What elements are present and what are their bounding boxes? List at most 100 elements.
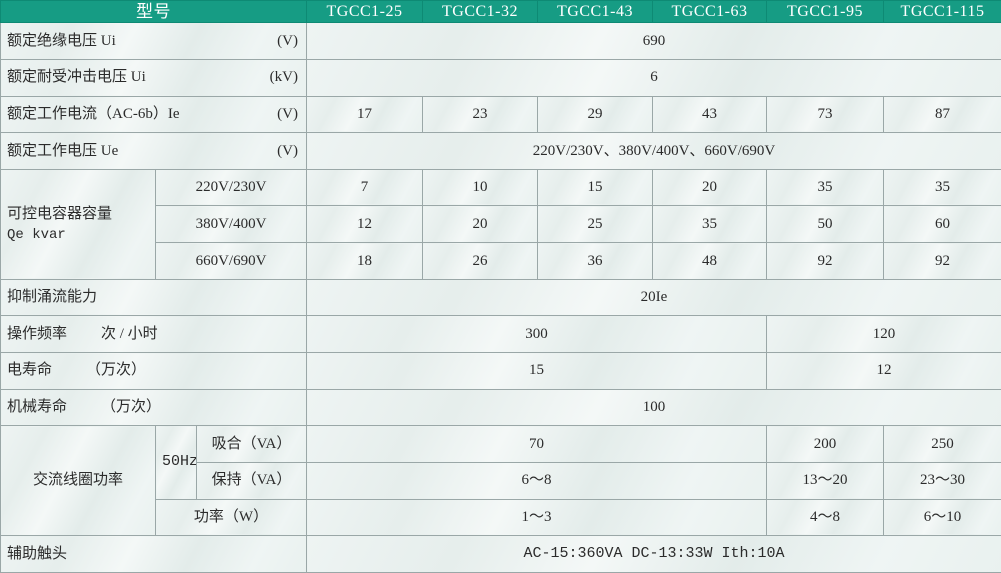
label-mechanical-life-unit: （万次） xyxy=(101,399,162,416)
label-working-current-text: 额定工作电流（AC-6b）Ie xyxy=(7,105,180,122)
label-insulation-voltage-unit: (V) xyxy=(277,32,298,49)
row-coil-power-pickup: 交流线圈功率 50Hz 吸合（VA） 70 200 250 xyxy=(0,425,1001,537)
label-mechanical-life-text: 机械寿命 xyxy=(7,399,68,416)
label-operating-frequency-unit: 次 / 小时 xyxy=(101,325,158,342)
row-operating-frequency: 操作频率 次 / 小时 300 120 xyxy=(0,315,1001,354)
value-working-voltage: 220V/230V、380V/400V、660V/690V xyxy=(306,132,1001,170)
value-capacity-380v-25: 12 xyxy=(306,205,423,244)
value-capacity-660v-32: 26 xyxy=(422,242,538,280)
label-insulation-voltage-text: 额定绝缘电压 Ui xyxy=(7,32,116,49)
value-working-current-43: 29 xyxy=(537,95,653,134)
label-operating-frequency: 操作频率 次 / 小时 xyxy=(0,315,307,354)
label-working-voltage-text: 额定工作电压 Ue xyxy=(7,142,119,159)
label-working-current-unit: (V) xyxy=(277,105,298,122)
label-mechanical-life: 机械寿命 （万次） xyxy=(0,388,307,427)
value-inrush-suppression: 20Ie xyxy=(306,278,1001,317)
row-working-current: 额定工作电流（AC-6b）Ie (V) 17 23 29 43 73 87 xyxy=(0,95,1001,134)
label-capacitor-capacity: 可控电容器容量 Qe kvar xyxy=(0,168,156,280)
label-impulse-voltage-text: 额定耐受冲击电压 Ui xyxy=(7,69,146,86)
header-model-tgcc1-115: TGCC1-115 xyxy=(883,0,1001,24)
value-electrical-life-right: 12 xyxy=(766,352,1001,390)
value-capacity-220v-95: 35 xyxy=(766,168,884,207)
row-capacitor-capacity-660: 660V/690V 18 26 36 48 92 92 xyxy=(1,242,1001,280)
header-model-tgcc1-63: TGCC1-63 xyxy=(652,0,767,24)
label-working-current: 额定工作电流（AC-6b）Ie (V) xyxy=(0,95,307,134)
label-electrical-life: 电寿命 （万次） xyxy=(0,352,307,390)
value-working-current-63: 43 xyxy=(652,95,767,134)
value-coil-pickup-b: 200 xyxy=(766,425,884,463)
value-capacity-220v-32: 10 xyxy=(422,168,538,207)
label-electrical-life-unit: （万次） xyxy=(86,362,147,379)
value-mechanical-life: 100 xyxy=(306,388,1001,427)
value-working-current-115: 87 xyxy=(883,95,1001,134)
sublabel-coil-power-watt: 功率（W） xyxy=(155,498,307,537)
row-capacitor-capacity-380: 380V/400V 12 20 25 35 50 60 xyxy=(1,205,1001,244)
value-capacity-660v-115: 92 xyxy=(883,242,1001,280)
label-capacitor-capacity-line1: 可控电容器容量 xyxy=(7,205,113,222)
label-capacitor-capacity-line2: Qe kvar xyxy=(7,226,66,243)
row-mechanical-life: 机械寿命 （万次） 100 xyxy=(0,388,1001,427)
label-insulation-voltage: 额定绝缘电压 Ui (V) xyxy=(0,22,307,60)
header-model-tgcc1-25: TGCC1-25 xyxy=(306,0,423,24)
value-coil-hold-a: 6～8 xyxy=(306,461,767,500)
row-inrush-suppression: 抑制涌流能力 20Ie xyxy=(0,278,1001,317)
value-capacity-380v-63: 35 xyxy=(652,205,767,244)
sublabel-capacity-220v: 220V/230V xyxy=(155,168,307,207)
sublabel-coil-pickup: 吸合（VA） xyxy=(196,425,307,463)
value-coil-power-watt-b: 4～8 xyxy=(766,498,884,537)
row-impulse-voltage: 额定耐受冲击电压 Ui (kV) 6 xyxy=(0,58,1001,97)
header-model-tgcc1-43: TGCC1-43 xyxy=(537,0,653,24)
label-coil-frequency-50hz: 50Hz xyxy=(155,425,197,500)
sublabel-capacity-380v: 380V/400V xyxy=(155,205,307,244)
value-capacity-380v-32: 20 xyxy=(422,205,538,244)
value-coil-power-watt-a: 1～3 xyxy=(306,498,767,537)
value-capacity-660v-25: 18 xyxy=(306,242,423,280)
row-insulation-voltage: 额定绝缘电压 Ui (V) 690 xyxy=(0,22,1001,60)
row-capacitor-capacity-220: 可控电容器容量 Qe kvar 220V/230V 7 10 15 20 35 … xyxy=(0,168,1001,280)
row-coil-power-hold: 保持（VA） 6～8 13～20 23～30 xyxy=(1,461,1001,500)
label-impulse-voltage: 额定耐受冲击电压 Ui (kV) xyxy=(0,58,307,97)
value-capacity-220v-25: 7 xyxy=(306,168,423,207)
value-coil-pickup-a: 70 xyxy=(306,425,767,463)
value-coil-pickup-c: 250 xyxy=(883,425,1001,463)
value-coil-hold-b: 13～20 xyxy=(766,461,884,500)
value-coil-hold-c: 23～30 xyxy=(883,461,1001,500)
value-electrical-life-left: 15 xyxy=(306,352,767,390)
header-model-tgcc1-95: TGCC1-95 xyxy=(766,0,884,24)
value-capacity-380v-43: 25 xyxy=(537,205,653,244)
label-electrical-life-text: 电寿命 xyxy=(7,362,53,379)
value-capacity-220v-43: 15 xyxy=(537,168,653,207)
label-inrush-suppression: 抑制涌流能力 xyxy=(0,278,307,317)
value-working-current-95: 73 xyxy=(766,95,884,134)
value-capacity-380v-115: 60 xyxy=(883,205,1001,244)
header-model-tgcc1-32: TGCC1-32 xyxy=(422,0,538,24)
value-capacity-660v-43: 36 xyxy=(537,242,653,280)
label-working-voltage: 额定工作电压 Ue (V) xyxy=(0,132,307,170)
row-electrical-life: 电寿命 （万次） 15 12 xyxy=(0,352,1001,390)
row-working-voltage: 额定工作电压 Ue (V) 220V/230V、380V/400V、660V/6… xyxy=(0,132,1001,170)
value-insulation-voltage: 690 xyxy=(306,22,1001,60)
label-auxiliary-contact: 辅助触头 xyxy=(0,535,307,573)
header-model-title: 型号 xyxy=(0,0,307,24)
value-operating-frequency-left: 300 xyxy=(306,315,767,354)
label-operating-frequency-text: 操作频率 xyxy=(7,325,68,342)
row-auxiliary-contact: 辅助触头 AC-15:360VA DC-13:33W Ith:10A xyxy=(0,535,1001,573)
value-operating-frequency-right: 120 xyxy=(766,315,1001,354)
value-capacity-380v-95: 50 xyxy=(766,205,884,244)
value-auxiliary-contact: AC-15:360VA DC-13:33W Ith:10A xyxy=(306,535,1001,573)
label-coil-power: 交流线圈功率 xyxy=(0,425,156,537)
value-impulse-voltage: 6 xyxy=(306,58,1001,97)
value-working-current-25: 17 xyxy=(306,95,423,134)
value-coil-power-watt-c: 6～10 xyxy=(883,498,1001,537)
value-capacity-660v-95: 92 xyxy=(766,242,884,280)
sublabel-capacity-660v: 660V/690V xyxy=(155,242,307,280)
value-capacity-220v-63: 20 xyxy=(652,168,767,207)
table-header-row: 型号 TGCC1-25 TGCC1-32 TGCC1-43 TGCC1-63 T… xyxy=(0,0,1001,24)
row-coil-power-watt: 功率（W） 1～3 4～8 6～10 xyxy=(1,498,1001,537)
value-capacity-660v-63: 48 xyxy=(652,242,767,280)
label-impulse-voltage-unit: (kV) xyxy=(269,69,298,86)
value-working-current-32: 23 xyxy=(422,95,538,134)
value-capacity-220v-115: 35 xyxy=(883,168,1001,207)
label-working-voltage-unit: (V) xyxy=(277,142,298,159)
